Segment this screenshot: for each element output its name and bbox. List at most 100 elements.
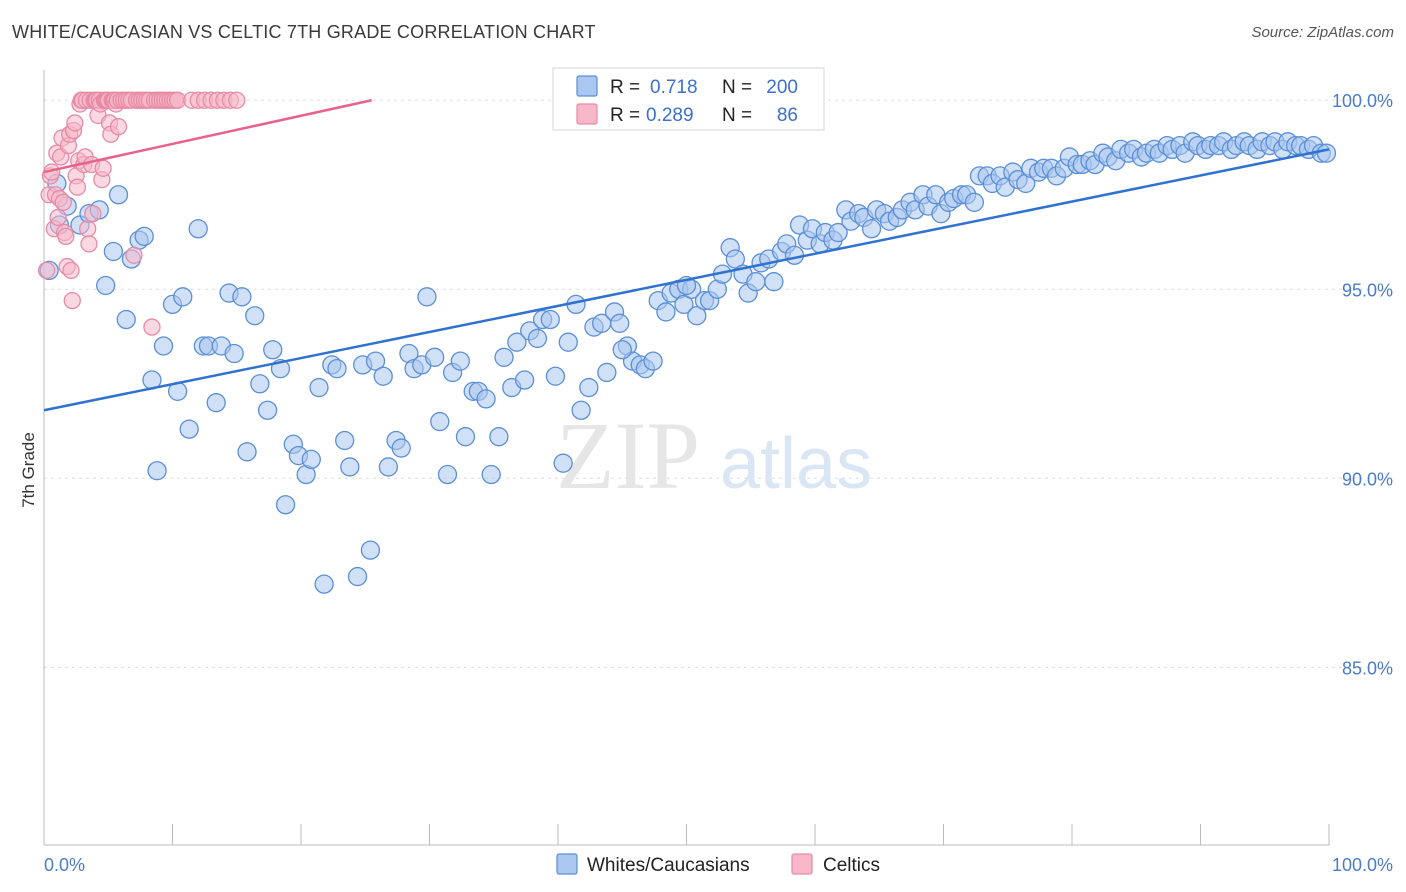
legend-n-value-2: 86 [777, 105, 798, 126]
data-point-blue-199 [612, 340, 632, 360]
y-tick-label-90: 90.0% [1342, 469, 1393, 489]
data-point-blue-32 [257, 400, 278, 420]
data-point-blue-59 [430, 411, 450, 432]
data-point-blue-19 [173, 287, 193, 307]
data-point-blue-94 [656, 302, 676, 322]
y-tick-labels: 85.0% 90.0% 95.0% 100.0% [1332, 91, 1393, 678]
data-point-blue-81 [571, 400, 591, 420]
data-point-pink-31 [80, 235, 98, 253]
data-point-pink-34 [84, 205, 102, 223]
data-point-blue-46 [347, 566, 368, 587]
data-point-pink-18 [63, 291, 81, 310]
data-point-pink-11 [54, 193, 72, 211]
data-point-blue-28 [232, 287, 252, 307]
data-point-blue-78 [553, 453, 573, 473]
legend-swatch-pink [576, 103, 598, 125]
data-point-blue-20 [179, 419, 199, 439]
data-point-blue-15 [147, 461, 167, 481]
watermark-atlas: atlas [720, 424, 872, 504]
data-point-blue-29 [237, 442, 257, 462]
data-point-blue-10 [116, 309, 136, 330]
data-point-blue-60 [437, 464, 458, 485]
trend-line-pink [43, 99, 372, 174]
y-axis-label: 7th Grade [19, 432, 38, 508]
data-point-pink-17 [62, 261, 80, 280]
data-point-pink-22 [68, 178, 87, 196]
data-point-blue-77 [545, 366, 566, 386]
data-point-pink-30 [79, 220, 97, 238]
data-point-blue-79 [558, 332, 578, 352]
data-point-blue-51 [378, 457, 399, 477]
data-point-pink-3 [43, 163, 61, 181]
bottom-legend-label-celtics: Celtics [823, 855, 880, 876]
data-point-blue-43 [327, 359, 347, 379]
data-point-blue-30 [245, 306, 265, 326]
data-point-pink-67 [143, 318, 161, 336]
correlation-legend: R = 0.718 N = 200 R = 0.289 N = 86 [552, 67, 825, 131]
data-point-blue-13 [134, 226, 154, 246]
data-point-blue-99 [687, 306, 707, 326]
watermark-zip: ZIP [556, 402, 700, 509]
y-tick-label-95: 95.0% [1342, 280, 1393, 300]
data-point-blue-24 [206, 393, 226, 413]
legend-r-value-1: 0.718 [650, 77, 698, 98]
data-point-blue-126 [861, 219, 882, 239]
data-point-blue-72 [514, 370, 535, 390]
legend-box [552, 67, 825, 131]
data-point-pink-0 [37, 261, 56, 280]
data-point-blue-111 [764, 272, 784, 292]
data-point-blue-82 [579, 377, 599, 398]
data-point-pink-54 [109, 118, 128, 136]
data-point-pink-7 [49, 208, 67, 227]
data-point-blue-76 [540, 309, 560, 330]
data-point-blue-21 [188, 219, 208, 239]
chart-source: Source: ZipAtlas.com [1251, 24, 1394, 41]
data-point-blue-16 [153, 336, 174, 356]
legend-n-value-1: 200 [766, 77, 798, 98]
data-point-blue-45 [340, 457, 360, 477]
bottom-legend-swatch-pink [791, 853, 813, 875]
data-point-pink-60 [125, 246, 143, 264]
data-point-blue-31 [250, 374, 270, 394]
data-point-blue-71 [507, 332, 527, 352]
data-point-blue-142 [964, 192, 984, 212]
y-tick-label-100: 100.0% [1332, 91, 1393, 111]
chart-title: WHITE/CAUCASIAN VS CELTIC 7TH GRADE CORR… [12, 22, 596, 42]
data-point-pink-42 [94, 159, 112, 177]
grid-lines [44, 99, 1394, 668]
data-point-pink-20 [66, 114, 84, 132]
data-point-blue-35 [275, 495, 296, 515]
y-tick-label-85: 85.0% [1342, 658, 1393, 678]
legend-r-label-2: R = [610, 105, 640, 126]
watermark: ZIP atlas [556, 402, 872, 509]
data-point-blue-85 [597, 362, 617, 383]
data-point-blue-68 [489, 427, 509, 447]
data-point-blue-39 [301, 449, 321, 470]
data-point-blue-87 [610, 313, 630, 333]
data-point-blue-7 [96, 275, 116, 296]
trend-line-blue [43, 148, 1330, 412]
data-point-blue-197 [1316, 143, 1337, 163]
trend-lines [43, 99, 1330, 412]
data-point-blue-108 [746, 272, 766, 292]
bottom-legend-swatch-blue [556, 853, 578, 875]
data-point-blue-27 [224, 343, 244, 364]
legend-r-label-1: R = [610, 77, 640, 98]
series-celtics [37, 91, 246, 336]
data-point-blue-44 [335, 430, 355, 451]
data-point-blue-63 [455, 427, 476, 447]
data-point-blue-58 [424, 347, 445, 367]
data-point-blue-66 [476, 389, 496, 409]
data-point-blue-114 [784, 245, 805, 265]
data-point-blue-92 [643, 351, 663, 371]
data-point-blue-69 [494, 347, 514, 367]
legend-r-value-2: 0.289 [646, 105, 694, 126]
data-point-pink-85 [228, 91, 246, 109]
data-point-blue-67 [481, 464, 501, 485]
x-tick-label-min: 0.0% [44, 855, 85, 875]
data-point-blue-8 [103, 241, 124, 262]
x-tick-labels: 0.0% 100.0% [44, 855, 1393, 875]
data-point-blue-62 [450, 351, 470, 371]
data-point-blue-57 [417, 287, 437, 307]
